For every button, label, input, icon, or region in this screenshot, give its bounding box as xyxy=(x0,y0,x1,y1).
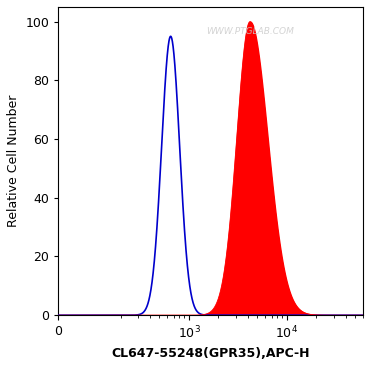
X-axis label: CL647-55248(GPR35),APC-H: CL647-55248(GPR35),APC-H xyxy=(111,347,310,360)
Y-axis label: Relative Cell Number: Relative Cell Number xyxy=(7,95,20,227)
Text: WWW.PTGLAB.COM: WWW.PTGLAB.COM xyxy=(206,27,294,36)
